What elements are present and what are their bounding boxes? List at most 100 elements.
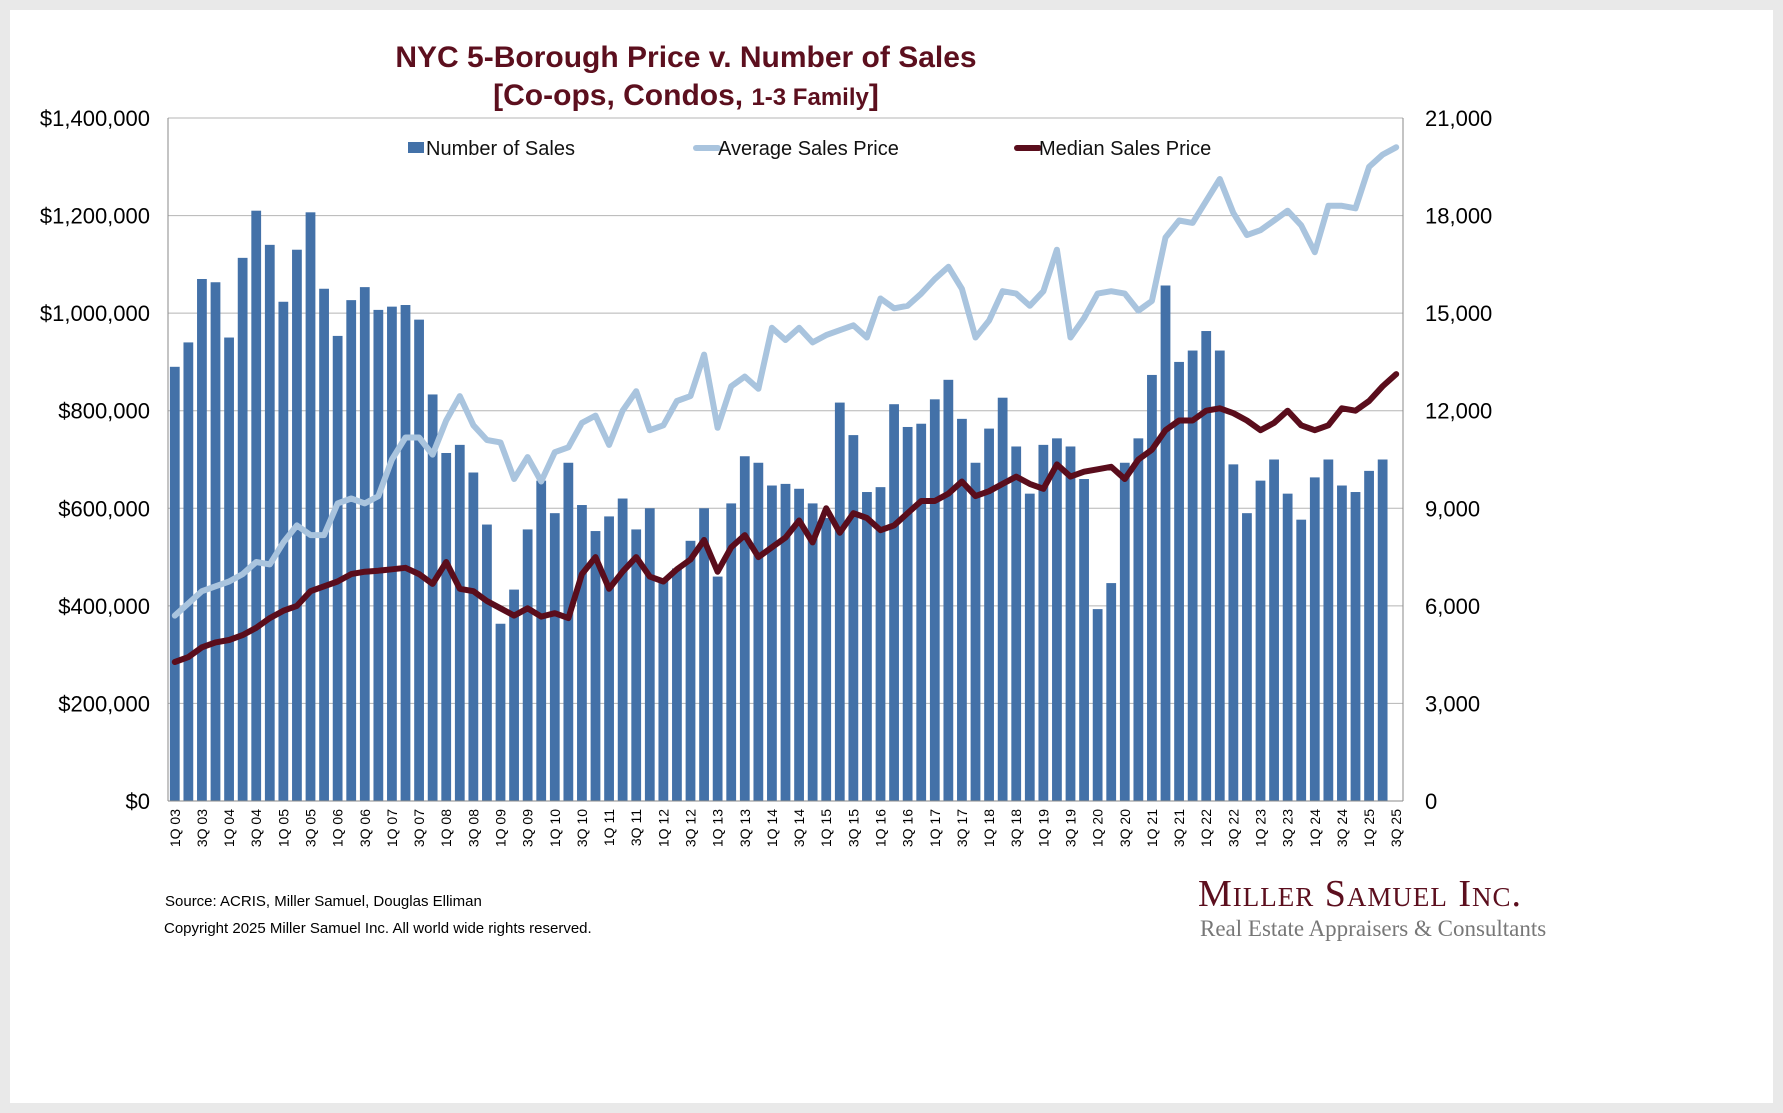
y-left-tick-label: $1,200,000 — [40, 204, 150, 229]
bar — [169, 366, 180, 801]
x-tick-label: 1Q 06 — [330, 809, 346, 847]
bar — [210, 282, 221, 801]
chart-frame: NYC 5-Borough Price v. Number of Sales [… — [10, 10, 1773, 1103]
bar — [400, 305, 411, 801]
bar — [1147, 374, 1157, 801]
bar — [427, 394, 438, 801]
x-tick-label: 1Q 18 — [981, 809, 997, 847]
bar — [1187, 350, 1198, 801]
bar — [644, 508, 655, 801]
x-tick-label: 1Q 08 — [438, 809, 454, 847]
bar — [753, 462, 764, 801]
x-tick-label: 3Q 13 — [737, 809, 753, 847]
bar — [1201, 331, 1212, 801]
x-tick-label: 3Q 21 — [1171, 809, 1187, 847]
chart-canvas: NYC 5-Borough Price v. Number of Sales [… — [40, 41, 1492, 847]
bar — [1323, 459, 1334, 801]
bar — [387, 306, 397, 801]
y-right-tick-label: 6,000 — [1425, 594, 1480, 619]
bar — [319, 288, 329, 801]
bar — [332, 335, 343, 801]
bar — [1309, 477, 1320, 801]
y-left-tick-label: $0 — [126, 789, 150, 814]
bar — [563, 462, 574, 801]
bar — [183, 342, 194, 801]
x-tick-label: 3Q 16 — [900, 809, 916, 847]
x-tick-label: 1Q 12 — [655, 809, 671, 847]
x-tick-label: 3Q 05 — [303, 809, 319, 847]
legend-label: Average Sales Price — [718, 138, 899, 160]
x-tick-label: 3Q 25 — [1388, 809, 1404, 847]
y-left-tick-label: $1,400,000 — [40, 106, 150, 131]
median-price-line — [171, 371, 1400, 665]
bar — [916, 423, 927, 801]
x-tick-label: 1Q 07 — [384, 809, 400, 847]
bar — [346, 300, 357, 801]
y-left-tick-label: $200,000 — [58, 691, 150, 716]
y-right-tick-label: 18,000 — [1425, 204, 1492, 229]
x-tick-label: 3Q 23 — [1280, 809, 1296, 847]
bar — [237, 257, 248, 801]
bar — [1052, 438, 1062, 801]
x-tick-label: 1Q 25 — [1361, 809, 1377, 847]
x-tick-label: 1Q 21 — [1144, 809, 1160, 847]
bar — [1269, 459, 1279, 801]
x-tick-label: 3Q 07 — [411, 809, 427, 847]
x-tick-label: 3Q 14 — [791, 809, 807, 847]
bar — [1228, 464, 1239, 801]
x-tick-label: 1Q 11 — [601, 809, 617, 846]
x-tick-label: 3Q 09 — [520, 809, 536, 847]
bar — [862, 492, 872, 801]
bar — [1242, 513, 1252, 801]
x-tick-label: 3Q 22 — [1225, 809, 1241, 847]
x-tick-label: 3Q 19 — [1063, 809, 1079, 847]
bar — [1092, 609, 1103, 801]
source-note: Source: ACRIS, Miller Samuel, Douglas El… — [165, 893, 482, 910]
bar — [224, 337, 234, 801]
bar — [699, 508, 709, 801]
x-tick-label: 3Q 11 — [628, 809, 644, 846]
bar — [577, 505, 587, 801]
bar — [957, 418, 967, 801]
bar — [726, 503, 737, 801]
x-tick-label: 3Q 17 — [954, 809, 970, 847]
bar — [780, 483, 791, 801]
y-right-tick-label: 21,000 — [1425, 106, 1492, 131]
bar — [658, 578, 669, 801]
bar — [1377, 459, 1388, 801]
x-tick-label: 1Q 23 — [1253, 809, 1269, 847]
x-tick-label: 3Q 15 — [845, 809, 861, 847]
chart-subtitle-small: 1-3 Family — [751, 84, 869, 111]
bar — [482, 524, 492, 801]
copyright-note: Copyright 2025 Miller Samuel Inc. All wo… — [164, 920, 592, 937]
bar — [1065, 446, 1076, 801]
x-tick-label: 1Q 10 — [547, 809, 563, 847]
bar — [1133, 438, 1144, 801]
y-right-tick-label: 3,000 — [1425, 691, 1480, 716]
bar — [1255, 480, 1266, 801]
x-tick-label: 3Q 18 — [1008, 809, 1024, 847]
bar — [590, 531, 601, 801]
bar — [1011, 446, 1022, 801]
y-left-tick-label: $800,000 — [58, 399, 150, 424]
bar — [1174, 361, 1184, 801]
x-tick-label: 3Q 12 — [683, 809, 699, 847]
bar — [278, 301, 289, 801]
bar — [359, 287, 370, 802]
bar-series — [169, 210, 1388, 802]
bar — [685, 540, 696, 801]
y-right-tick-label: 9,000 — [1425, 496, 1480, 521]
bar — [549, 513, 560, 801]
bar — [441, 452, 452, 801]
y-right-tick-label: 0 — [1425, 789, 1437, 814]
y-left-tick-label: $600,000 — [58, 496, 150, 521]
bar — [1079, 479, 1089, 801]
x-tick-label: 1Q 15 — [818, 809, 834, 847]
legend-label: Number of Sales — [426, 138, 575, 160]
bar — [943, 379, 954, 801]
bar — [264, 244, 275, 802]
y-left-tick-label: $400,000 — [58, 594, 150, 619]
bar — [997, 397, 1008, 801]
line-series — [171, 144, 1400, 665]
bar — [617, 498, 628, 801]
